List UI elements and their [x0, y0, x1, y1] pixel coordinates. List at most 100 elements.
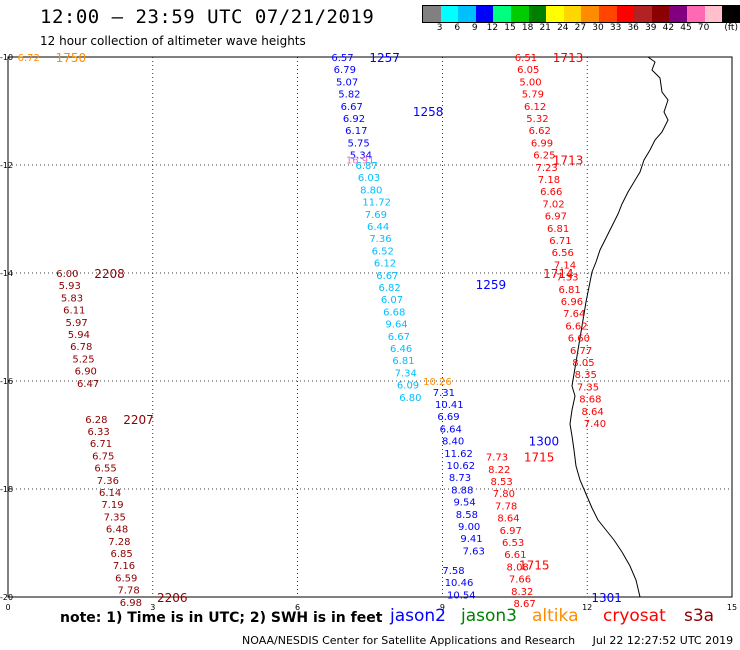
- wave-height-value: 6.90: [75, 367, 97, 378]
- wave-height-value: 8.80: [360, 185, 382, 196]
- wave-height-value: 7.31: [433, 388, 455, 399]
- wave-height-value: 6.72: [18, 53, 40, 64]
- wave-height-value: 6.11: [63, 306, 85, 317]
- y-tick-label: -18: [0, 485, 13, 494]
- pass-time-label: 1258: [413, 105, 444, 119]
- wave-height-value: 6.99: [531, 138, 553, 149]
- wave-height-value: 7.78: [117, 586, 139, 597]
- wave-height-value: 6.71: [90, 439, 112, 450]
- x-tick-label: 3: [150, 603, 155, 612]
- wave-height-value: 7.33: [556, 273, 578, 284]
- color-scale-label: 36: [627, 23, 639, 33]
- wave-height-value: 7.40: [584, 419, 606, 430]
- wave-height-value: 6.55: [94, 464, 116, 475]
- wave-height-value: 8.53: [490, 477, 512, 488]
- wave-height-value: 6.44: [367, 222, 389, 233]
- wave-height-value: 6.12: [524, 102, 546, 113]
- wave-height-value: 8.32: [511, 587, 533, 598]
- wave-height-value: 5.75: [347, 138, 369, 149]
- wave-height-value: 6.77: [570, 346, 592, 357]
- pass-time-label: 2207: [123, 413, 154, 427]
- wave-height-value: 6.80: [399, 393, 421, 404]
- color-scale-label: 42: [662, 23, 675, 33]
- wave-height-value: 9.00: [458, 522, 480, 533]
- color-scale-label: 12: [486, 23, 499, 33]
- wave-height-value: 7.36: [369, 234, 391, 245]
- wave-height-value: 6.67: [376, 271, 398, 282]
- wave-height-value: 10.54: [447, 590, 476, 601]
- wave-height-value: 6.62: [529, 126, 551, 137]
- wave-height-value: 6.53: [502, 538, 524, 549]
- wave-height-value: 6.81: [392, 356, 414, 367]
- wave-height-value: 6.47: [77, 379, 99, 390]
- color-scale-label: 18: [521, 23, 534, 33]
- color-swatch: [598, 6, 617, 22]
- wave-height-value: 6.85: [111, 549, 133, 560]
- wave-height-value: 6.97: [545, 212, 567, 223]
- wave-height-value: 6.51: [515, 53, 537, 64]
- color-swatch: [686, 6, 705, 22]
- wave-height-value: 9.64: [385, 320, 407, 331]
- color-swatch: [528, 6, 547, 22]
- wave-height-value: 6.78: [70, 342, 92, 353]
- wave-height-value: 7.28: [108, 537, 130, 548]
- wave-height-value: 6.25: [533, 151, 555, 162]
- wave-height-value: 8.40: [442, 437, 464, 448]
- wave-height-value: 10.62: [447, 461, 476, 472]
- wave-height-value: 5.83: [61, 293, 83, 304]
- wave-height-value: 9.54: [453, 498, 475, 509]
- x-tick-label: 15: [727, 603, 737, 612]
- wave-height-value: 10.26: [423, 377, 452, 388]
- wave-height-value: 9.41: [460, 534, 482, 545]
- satellite-legend-item: jason3: [461, 606, 517, 626]
- wave-height-value: 6.81: [559, 285, 581, 296]
- wave-height-value: 8.05: [572, 358, 594, 369]
- color-scale-label: 9: [471, 23, 478, 33]
- wave-height-value: 6.12: [374, 259, 396, 270]
- wave-height-value: 7.18: [538, 175, 560, 186]
- wave-height-value: 6.14: [99, 488, 121, 499]
- wave-height-value: 5.07: [336, 77, 358, 88]
- color-swatch: [423, 6, 441, 22]
- legend-note: note: 1) Time is in UTC; 2) SWH is in fe…: [60, 610, 382, 626]
- wave-height-value: 10.46: [445, 578, 474, 589]
- wave-height-value: 8.64: [582, 407, 604, 418]
- y-tick-label: -20: [0, 593, 13, 602]
- wave-height-value: 6.64: [440, 424, 462, 435]
- satellite-legend-item: altika: [532, 606, 579, 626]
- wave-height-value: 7.34: [395, 368, 417, 379]
- satellite-legend-item: jason2: [390, 606, 446, 626]
- pass-time-label: 2208: [94, 267, 125, 281]
- wave-height-value: 6.82: [379, 283, 401, 294]
- color-swatch: [546, 6, 564, 22]
- wave-height-value: 6.68: [383, 307, 405, 318]
- wave-height-value: 6.46: [390, 344, 412, 355]
- wave-height-value: 8.67: [513, 599, 535, 610]
- y-tick-label: -14: [0, 269, 13, 278]
- pass-time-label: 1300: [529, 434, 560, 448]
- footer-org: NOAA/NESDIS Center for Satellite Applica…: [242, 634, 576, 647]
- wave-height-value: 6.59: [115, 573, 137, 584]
- wave-height-value: 7.69: [365, 210, 387, 221]
- wave-height-value: 7.66: [509, 575, 531, 586]
- y-tick-label: -10: [0, 53, 13, 62]
- wave-height-value: 11.62: [444, 449, 473, 460]
- x-tick-label: 0: [5, 603, 10, 612]
- color-scale-label: 39: [645, 23, 657, 33]
- color-swatch: [440, 6, 459, 22]
- wave-height-value: 6.75: [92, 451, 114, 462]
- chart-title: 12:00 – 23:59 UTC 07/21/2019: [40, 6, 375, 28]
- pass-time-label: 2206: [157, 591, 188, 605]
- wave-height-value: 6.81: [547, 224, 569, 235]
- satellite-legend-item: s3a: [684, 606, 715, 626]
- wave-height-value: 5.93: [59, 281, 81, 292]
- color-scale-label: 6: [454, 23, 461, 33]
- wave-height-value: 7.73: [486, 453, 508, 464]
- wave-height-value: 6.71: [549, 236, 571, 247]
- pass-time-label: 1715: [519, 559, 550, 573]
- wave-height-value: 6.92: [343, 114, 365, 125]
- wave-height-value: 7.36: [97, 476, 119, 487]
- chart-subtitle: 12 hour collection of altimeter wave hei…: [40, 34, 306, 48]
- color-swatch: [458, 6, 476, 22]
- wave-height-value: 7.35: [577, 382, 599, 393]
